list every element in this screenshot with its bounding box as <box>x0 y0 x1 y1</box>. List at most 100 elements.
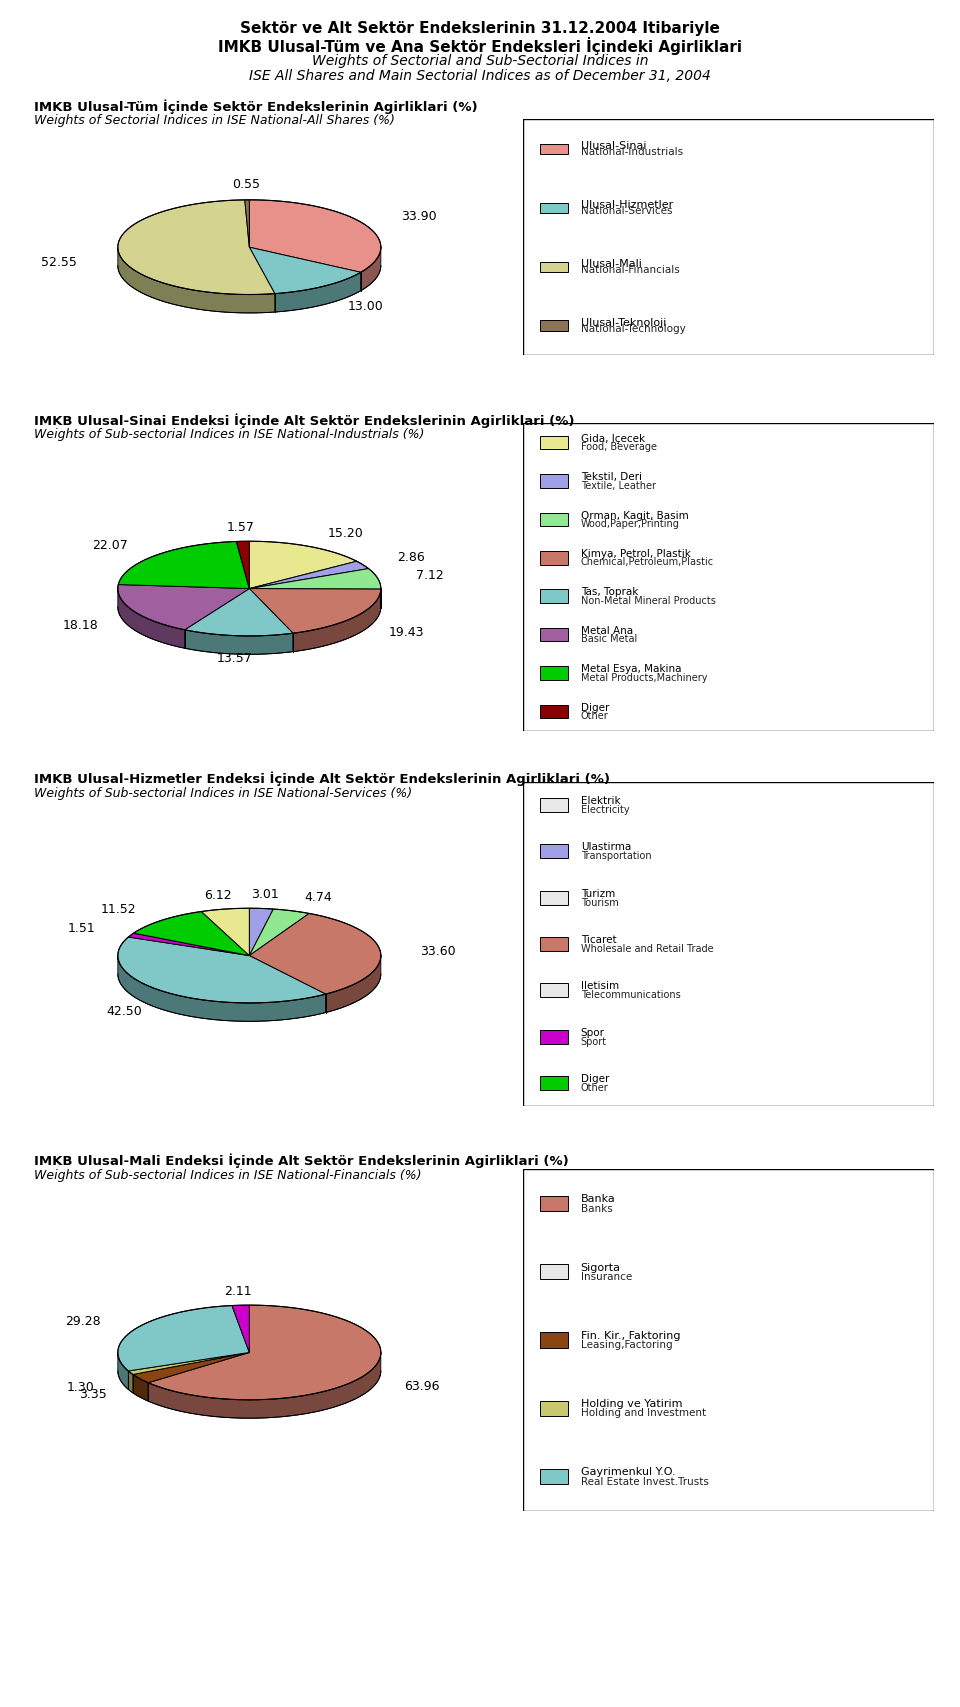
Polygon shape <box>118 584 250 630</box>
FancyBboxPatch shape <box>540 589 568 603</box>
Text: 3.35: 3.35 <box>80 1388 108 1401</box>
Text: Banks: Banks <box>581 1203 612 1214</box>
Text: 15.20: 15.20 <box>328 527 364 541</box>
Text: Ulusal-Sinai: Ulusal-Sinai <box>581 142 646 152</box>
Text: 18.18: 18.18 <box>62 620 98 632</box>
Polygon shape <box>184 630 293 654</box>
Text: Gayrimenkul Y.O.: Gayrimenkul Y.O. <box>581 1468 675 1478</box>
Polygon shape <box>250 908 274 956</box>
Polygon shape <box>250 200 381 273</box>
Polygon shape <box>118 248 275 312</box>
Polygon shape <box>275 273 361 312</box>
Text: 1.30: 1.30 <box>67 1381 95 1393</box>
Text: National-Industrials: National-Industrials <box>581 147 683 157</box>
Text: Kimya, Petrol, Plastik: Kimya, Petrol, Plastik <box>581 550 690 560</box>
Text: Sektör ve Alt Sektör Endekslerinin 31.12.2004 Itibariyle: Sektör ve Alt Sektör Endekslerinin 31.12… <box>240 20 720 36</box>
Text: Transportation: Transportation <box>581 852 651 860</box>
FancyBboxPatch shape <box>540 203 568 213</box>
Text: Textile, Leather: Textile, Leather <box>581 481 656 490</box>
Text: Tas, Toprak: Tas, Toprak <box>581 587 638 597</box>
Polygon shape <box>129 1352 250 1374</box>
FancyBboxPatch shape <box>540 1029 568 1043</box>
Text: Diger: Diger <box>581 703 609 714</box>
Text: Weights of Sub-sectorial Indices in ISE National-Services (%): Weights of Sub-sectorial Indices in ISE … <box>34 787 412 801</box>
Polygon shape <box>232 1306 250 1352</box>
Text: 1.57: 1.57 <box>227 521 254 534</box>
Text: IMKB Ulusal-Tüm ve Ana Sektör Endeksleri İçindeki Agirliklari: IMKB Ulusal-Tüm ve Ana Sektör Endeksleri… <box>218 36 742 55</box>
FancyBboxPatch shape <box>540 705 568 719</box>
Polygon shape <box>245 200 250 248</box>
Polygon shape <box>293 589 381 652</box>
Polygon shape <box>250 910 309 956</box>
Text: Electricity: Electricity <box>581 804 630 814</box>
Polygon shape <box>148 1354 381 1419</box>
Text: Spor: Spor <box>581 1028 605 1038</box>
FancyBboxPatch shape <box>540 937 568 951</box>
Polygon shape <box>250 913 381 993</box>
Polygon shape <box>325 956 381 1012</box>
FancyBboxPatch shape <box>540 845 568 859</box>
Text: Weights of Sectorial and Sub-Sectorial Indices in: Weights of Sectorial and Sub-Sectorial I… <box>312 53 648 68</box>
Text: Gida, Içecek: Gida, Içecek <box>581 434 645 444</box>
Text: Metal Products,Machinery: Metal Products,Machinery <box>581 673 708 683</box>
Text: 7.12: 7.12 <box>417 568 444 582</box>
Text: 19.43: 19.43 <box>388 626 423 638</box>
Polygon shape <box>132 1352 250 1383</box>
Text: 6.12: 6.12 <box>204 889 231 901</box>
FancyBboxPatch shape <box>540 1470 568 1483</box>
Polygon shape <box>236 541 250 589</box>
Text: 22.07: 22.07 <box>92 539 128 551</box>
Text: Ulastirma: Ulastirma <box>581 843 631 852</box>
FancyBboxPatch shape <box>540 983 568 997</box>
Polygon shape <box>118 541 250 589</box>
Text: 29.28: 29.28 <box>65 1316 101 1328</box>
Text: 63.96: 63.96 <box>404 1381 440 1393</box>
Text: Ulusal-Teknoloji: Ulusal-Teknoloji <box>581 318 666 328</box>
Polygon shape <box>202 908 250 956</box>
Text: 33.90: 33.90 <box>401 210 437 224</box>
FancyBboxPatch shape <box>540 261 568 271</box>
Text: Tekstil, Deri: Tekstil, Deri <box>581 473 641 483</box>
Polygon shape <box>184 589 293 637</box>
Text: Weights of Sub-sectorial Indices in ISE National-Industrials (%): Weights of Sub-sectorial Indices in ISE … <box>34 428 424 442</box>
Text: Fin. Kir., Faktoring: Fin. Kir., Faktoring <box>581 1331 681 1342</box>
Text: 33.60: 33.60 <box>420 944 455 958</box>
Text: Ticaret: Ticaret <box>581 935 616 946</box>
Text: Real Estate Invest.Trusts: Real Estate Invest.Trusts <box>581 1477 708 1487</box>
Text: 0.55: 0.55 <box>232 178 260 191</box>
Polygon shape <box>250 568 381 589</box>
Text: Holding ve Yatirim: Holding ve Yatirim <box>581 1400 683 1410</box>
Polygon shape <box>250 541 357 589</box>
Polygon shape <box>361 248 381 290</box>
FancyBboxPatch shape <box>523 782 934 1106</box>
Polygon shape <box>118 937 325 1004</box>
FancyBboxPatch shape <box>540 891 568 905</box>
Text: 2.86: 2.86 <box>397 551 425 565</box>
Text: 13.00: 13.00 <box>348 300 384 314</box>
FancyBboxPatch shape <box>540 1265 568 1279</box>
Text: Telecommunications: Telecommunications <box>581 990 681 1000</box>
Text: Other: Other <box>581 1082 609 1092</box>
Text: Iletisim: Iletisim <box>581 982 619 992</box>
Text: Metal Esya, Makina: Metal Esya, Makina <box>581 664 682 674</box>
Text: Sigorta: Sigorta <box>581 1263 621 1273</box>
Text: IMKB Ulusal-Mali Endeksi İçinde Alt Sektör Endekslerinin Agirliklari (%): IMKB Ulusal-Mali Endeksi İçinde Alt Sekt… <box>34 1154 568 1169</box>
Text: 3.01: 3.01 <box>252 888 279 901</box>
Text: 42.50: 42.50 <box>107 1005 142 1019</box>
Text: 13.57: 13.57 <box>217 652 252 664</box>
Polygon shape <box>129 934 250 956</box>
FancyBboxPatch shape <box>540 666 568 679</box>
Text: 4.74: 4.74 <box>304 891 332 903</box>
FancyBboxPatch shape <box>540 797 568 813</box>
FancyBboxPatch shape <box>540 1075 568 1091</box>
Text: IMKB Ulusal-Tüm İçinde Sektör Endekslerinin Agirliklari (%): IMKB Ulusal-Tüm İçinde Sektör Endeksleri… <box>34 99 477 114</box>
Polygon shape <box>133 912 250 956</box>
Text: Turizm: Turizm <box>581 889 615 900</box>
Text: 11.52: 11.52 <box>101 903 136 917</box>
Text: IMKB Ulusal-Hizmetler Endeksi İçinde Alt Sektör Endekslerinin Agirliklari (%): IMKB Ulusal-Hizmetler Endeksi İçinde Alt… <box>34 772 610 787</box>
Polygon shape <box>148 1306 381 1400</box>
Polygon shape <box>250 248 361 294</box>
Text: 52.55: 52.55 <box>41 256 77 270</box>
Text: IMKB Ulusal-Sinai Endeksi İçinde Alt Sektör Endekslerinin Agirliklari (%): IMKB Ulusal-Sinai Endeksi İçinde Alt Sek… <box>34 413 574 428</box>
Text: Insurance: Insurance <box>581 1272 632 1282</box>
